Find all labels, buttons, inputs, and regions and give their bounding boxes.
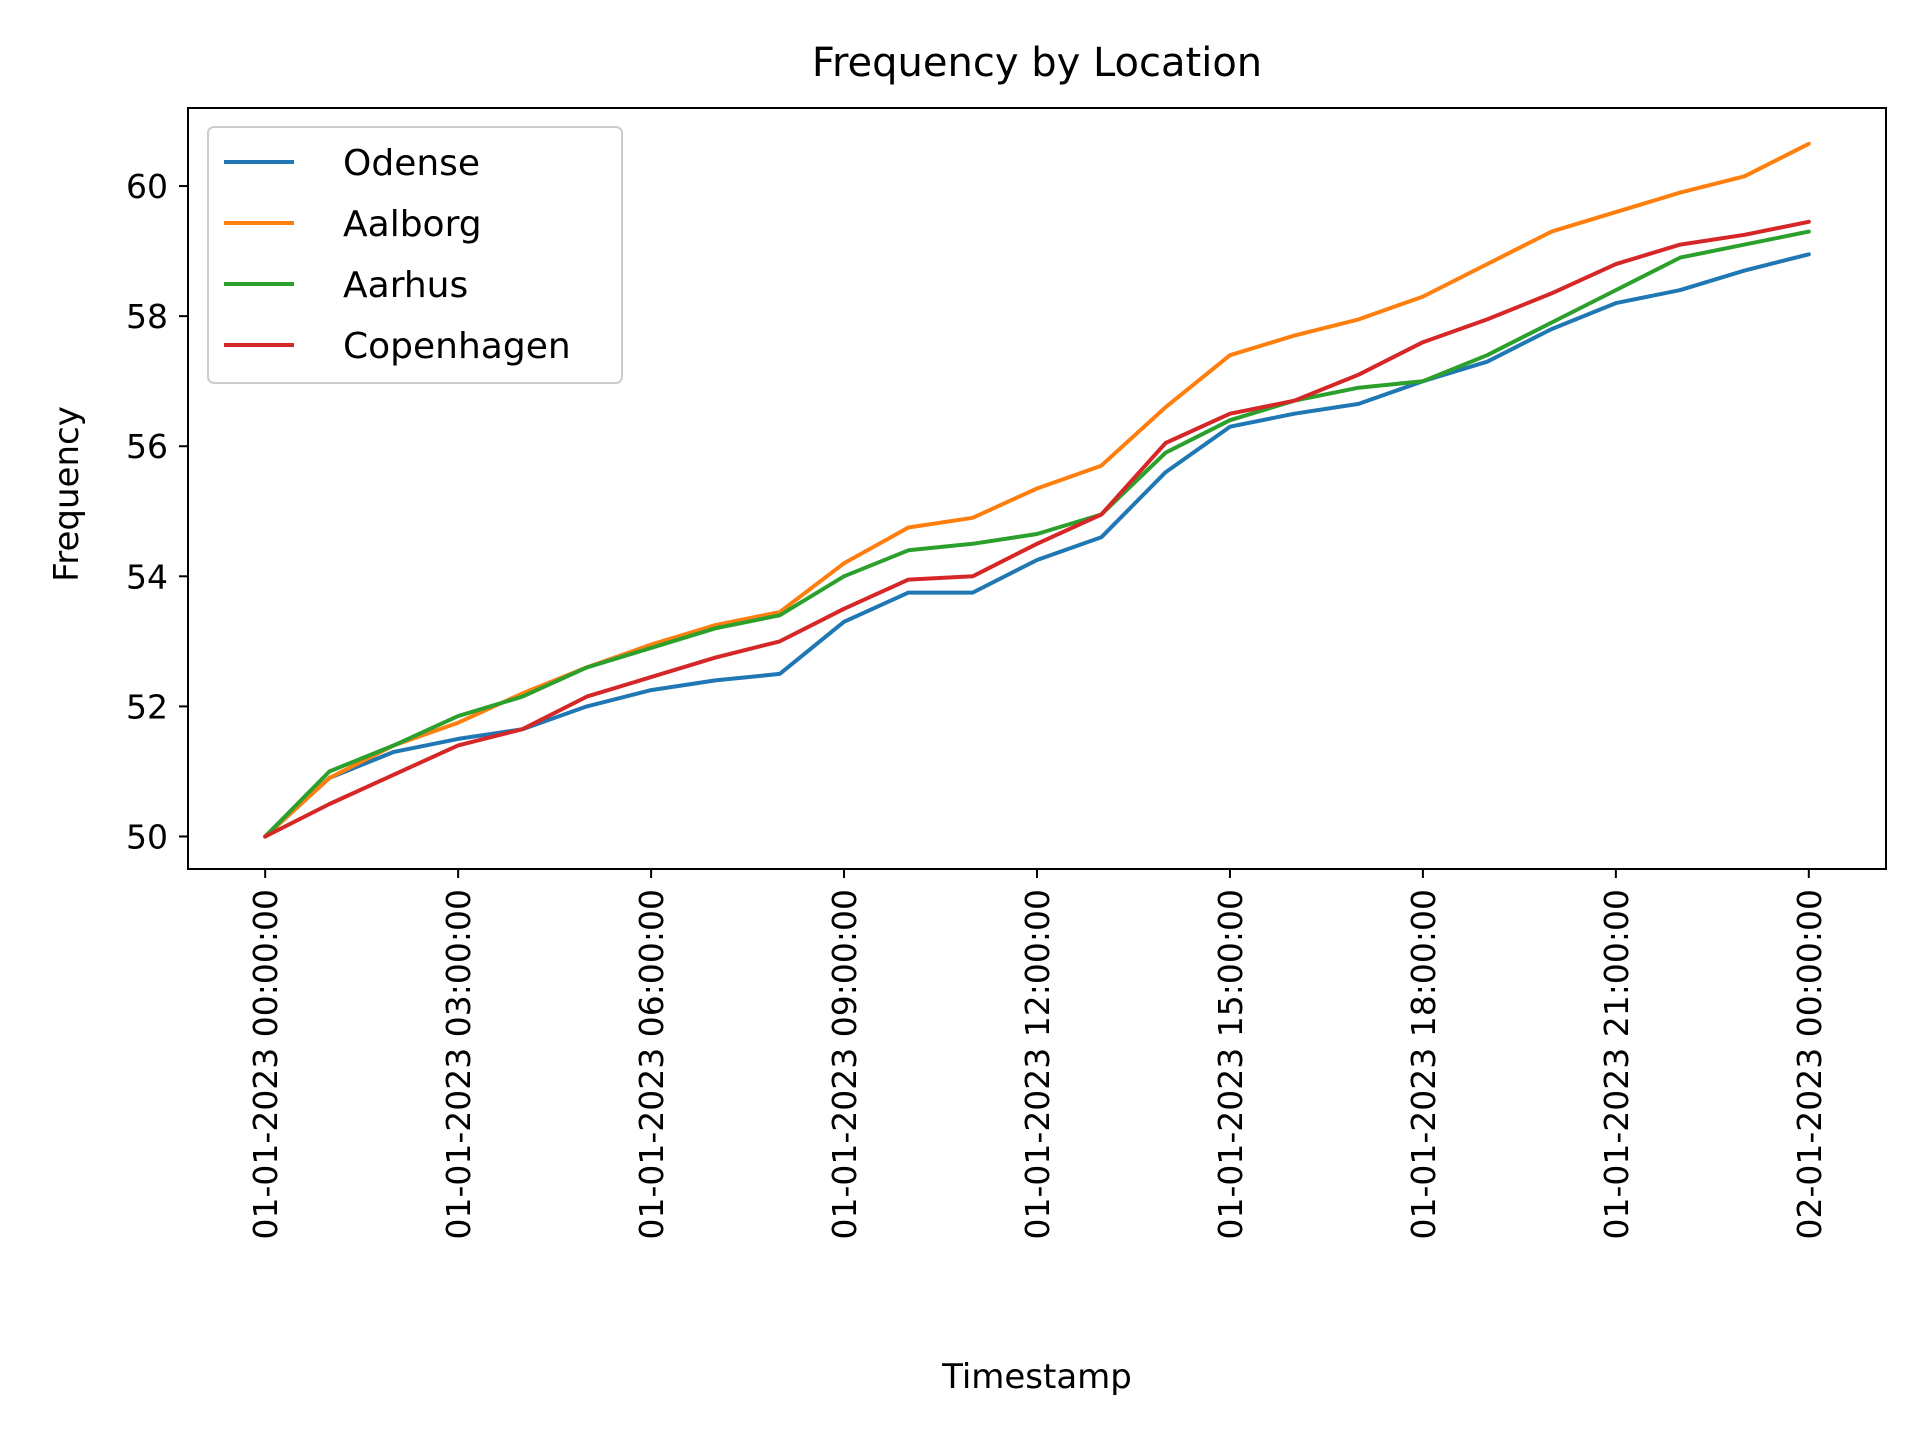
plot-area xyxy=(263,141,1811,839)
x-tick-label: 01-01-2023 06:00:00 xyxy=(632,889,671,1239)
x-axis-label: Timestamp xyxy=(941,1357,1132,1397)
y-tick-label: 60 xyxy=(126,167,168,206)
x-tick-label: 01-01-2023 03:00:00 xyxy=(439,889,478,1239)
y-axis-label: Frequency xyxy=(47,406,87,582)
series-line-aalborg xyxy=(263,141,1811,839)
x-tick-label: 01-01-2023 15:00:00 xyxy=(1211,889,1250,1239)
x-tick-label: 01-01-2023 12:00:00 xyxy=(1018,889,1057,1239)
axes: 50 52 54 56 58 60 01-01-2023 00:00:00 01-01-202… xyxy=(126,107,1887,1239)
y-tick-label: 52 xyxy=(126,687,168,726)
x-tick-label: 01-01-2023 00:00:00 xyxy=(246,889,285,1239)
legend-label-aalborg: Aalborg xyxy=(343,204,482,245)
y-tick-label: 58 xyxy=(126,297,168,336)
chart-title: Frequency by Location xyxy=(812,40,1262,86)
x-tick-label: 01-01-2023 18:00:00 xyxy=(1404,889,1443,1239)
legend: Odense Aalborg Aarhus Copenhagen xyxy=(207,126,623,384)
series-line-aarhus xyxy=(263,229,1811,839)
legend-label-odense: Odense xyxy=(343,143,480,184)
x-tick-label: 02-01-2023 00:00:00 xyxy=(1790,889,1829,1239)
y-tick-label: 50 xyxy=(126,817,168,856)
legend-box xyxy=(207,126,623,384)
y-tick-label: 56 xyxy=(126,427,168,466)
legend-label-aarhus: Aarhus xyxy=(343,265,468,306)
x-tick-label: 01-01-2023 09:00:00 xyxy=(825,889,864,1239)
legend-label-copenhagen: Copenhagen xyxy=(343,326,571,367)
y-tick-label: 54 xyxy=(126,557,168,596)
series-line-copenhagen xyxy=(263,219,1811,839)
x-tick-label: 01-01-2023 21:00:00 xyxy=(1597,889,1636,1239)
